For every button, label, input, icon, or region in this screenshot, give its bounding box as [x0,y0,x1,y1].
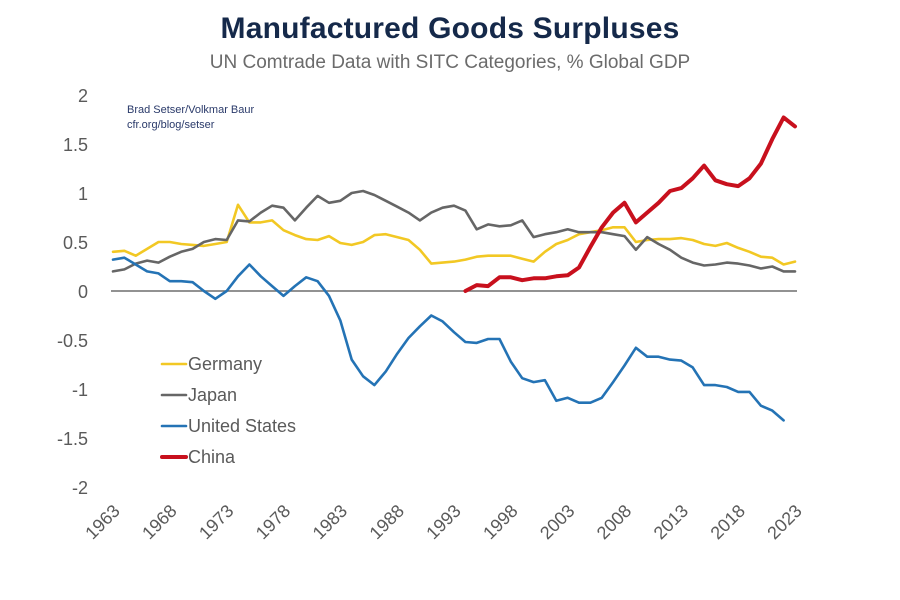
x-tick-label: 1998 [479,501,521,543]
x-tick-label: 2003 [536,501,578,543]
y-tick-label: 0 [78,282,88,302]
legend-label: Japan [188,385,237,405]
chart-title: Manufactured Goods Surpluses [220,12,680,45]
y-tick-label: 1.5 [63,135,88,155]
series-line-china [463,115,797,293]
series-line-united-states [111,256,785,422]
legend-label: United States [188,416,296,436]
x-tick-label: 2018 [707,501,749,543]
y-tick-label: -1 [72,380,88,400]
x-tick-label: 2008 [593,501,635,543]
series-line-japan [111,189,797,273]
legend-item-united-states: United States [160,416,296,436]
credit-source: cfr.org/blog/setser [127,119,215,131]
x-tick-label: 2013 [650,501,692,543]
y-axis: 2 1.5 1 0.5 0 -0.5 -1 -1.5 -2 [57,86,88,498]
x-tick-label: 2023 [763,501,805,543]
x-tick-label: 1963 [81,501,123,543]
legend-label: China [188,447,236,467]
y-tick-label: -2 [72,478,88,498]
series-line-germany [111,203,797,266]
x-axis: 1963 1968 1973 1978 1983 1988 1993 1998 2003 2008… [81,501,805,543]
series-lines [111,115,797,422]
y-tick-label: -1.5 [57,429,88,449]
y-tick-label: 0.5 [63,233,88,253]
x-tick-label: 1968 [138,501,180,543]
chart-credit: Brad Setser/Volkmar Baur cfr.org/blog/se… [127,103,254,133]
y-tick-label: 2 [78,86,88,106]
legend-item-china: China [160,447,236,467]
x-tick-label: 1983 [309,501,351,543]
x-tick-label: 1988 [366,501,408,543]
credit-author: Brad Setser/Volkmar Baur [127,104,255,116]
legend-item-germany: Germany [160,354,262,374]
chart-subtitle: UN Comtrade Data with SITC Categories, %… [209,52,691,73]
legend-item-japan: Japan [160,385,237,405]
legend-label: Germany [188,354,262,374]
y-tick-label: 1 [78,184,88,204]
x-tick-label: 1978 [252,501,294,543]
legend: Germany Japan United States China [160,354,296,467]
y-tick-label: -0.5 [57,331,88,351]
x-tick-label: 1993 [422,501,464,543]
x-tick-label: 1973 [195,501,237,543]
